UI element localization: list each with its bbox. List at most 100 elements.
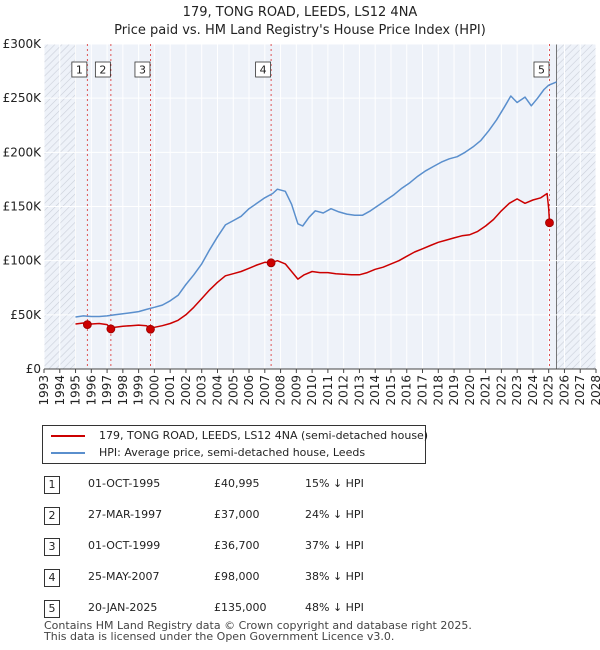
x-tick-label: 2019 [447,375,461,406]
sale-point [146,324,155,334]
sale-label-box [255,61,272,78]
table-row: 2 27-MAR-1997 £37,000 24% ↓ HPI [44,503,404,534]
x-tick-label: 2007 [258,375,272,406]
sale-number-badge: 1 [44,476,60,494]
x-tick-label: 1996 [84,375,98,406]
chart-subtitle: Price paid vs. HM Land Registry's House … [114,23,486,38]
sale-point [545,218,554,228]
sale-label-box [71,61,88,78]
table-row: 4 25-MAY-2007 £98,000 38% ↓ HPI [44,565,404,596]
sale-date: 25-MAY-2007 [88,570,160,583]
x-tick-label: 2010 [305,375,319,406]
sale-date: 01-OCT-1995 [88,477,161,490]
chart-title-block: 179, TONG ROAD, LEEDS, LS12 4NA Price pa… [0,4,600,40]
series-lines [75,81,557,330]
x-tick-label: 2016 [400,375,414,406]
sale-points [82,218,554,334]
sale-label-text: 5 [538,64,545,77]
sale-point [106,324,116,334]
x-tick-label: 1993 [37,375,51,406]
x-tick-label: 2003 [195,375,209,406]
footer-line-2: This data is licensed under the Open Gov… [44,630,395,643]
sale-label-text: 1 [76,64,83,77]
footer-line-1: Contains HM Land Registry data © Crown c… [44,619,472,632]
sale-number-labels: 1 2 3 4 5 [71,61,550,78]
y-tick-label: £0 [26,362,41,376]
sale-label-text: 3 [139,64,146,77]
sale-price: £37,000 [214,508,260,521]
x-tick-label: 1998 [116,375,130,406]
sale-price: £36,700 [214,539,260,552]
x-tick-label: 2000 [147,375,161,406]
sale-hpi-diff: 38% ↓ HPI [305,570,364,583]
y-tick-label: £150K [3,200,43,214]
x-tick-label: 2006 [242,375,256,406]
x-tick-label: 2002 [179,375,193,406]
legend-property-swatch [51,435,85,437]
sale-point [82,320,92,329]
x-tick-label: 2021 [479,375,493,406]
sale-hpi-diff: 37% ↓ HPI [305,539,364,552]
x-tick-label: 2022 [494,375,508,406]
legend: 179, TONG ROAD, LEEDS, LS12 4NA (semi-de… [42,425,428,464]
x-tick-label: 1997 [100,375,114,406]
sale-price: £98,000 [214,570,260,583]
legend-hpi-swatch [51,452,85,454]
y-tick-label: £50K [10,308,42,322]
table-row: 1 01-OCT-1995 £40,995 15% ↓ HPI [44,472,404,503]
legend-hpi-label: HPI: Average price, semi-detached house,… [99,446,366,459]
sale-date: 27-MAR-1997 [88,508,163,521]
table-row: 5 20-JAN-2025 £135,000 48% ↓ HPI [44,596,404,627]
sale-price: £135,000 [214,601,267,614]
x-tick-label: 2020 [463,375,477,406]
x-tick-label: 2005 [226,375,240,406]
price-chart: 1 2 3 4 5 £0 £50K £100K £150K £200K £250K £300K 199… [3,37,600,406]
sale-number-badge: 3 [44,538,60,556]
x-tick-label: 1999 [132,375,146,406]
sale-hpi-diff: 48% ↓ HPI [305,601,364,614]
sale-hpi-diff: 24% ↓ HPI [305,508,364,521]
x-tick-label: 2023 [510,375,524,406]
x-tick-label: 2008 [274,375,288,406]
x-tick-label: 1995 [69,375,83,406]
sale-number-badge: 5 [44,600,60,618]
x-tick-label: 2011 [321,375,335,406]
property-series-line [75,192,554,330]
x-tick-label: 2012 [337,375,351,406]
x-tick-label: 2025 [542,375,556,406]
x-tick-label: 2017 [416,375,430,406]
chart-title: 179, TONG ROAD, LEEDS, LS12 4NA [182,5,418,20]
x-tick-label: 2028 [589,375,600,406]
table-row: 3 01-OCT-1999 £36,700 37% ↓ HPI [44,534,404,565]
x-tick-label: 2027 [573,375,587,406]
y-tick-label: £100K [3,254,43,268]
sale-number-badge: 2 [44,507,60,525]
x-tick-label: 2015 [384,375,398,406]
x-tick-label: 2024 [526,375,540,406]
sale-label-text: 4 [260,64,267,77]
hpi-series-line [75,81,557,318]
legend-item-property: 179, TONG ROAD, LEEDS, LS12 4NA (semi-de… [51,428,428,444]
x-tick-label: 2013 [352,375,366,406]
x-tick-label: 2014 [368,375,382,406]
legend-item-hpi: HPI: Average price, semi-detached house,… [51,445,365,461]
sale-label-box [94,61,111,78]
sale-date: 01-OCT-1999 [88,539,161,552]
sale-point [266,258,276,268]
y-tick-label: £300K [3,37,43,51]
footer-attribution: Contains HM Land Registry data © Crown c… [44,620,472,642]
y-tick-label: £250K [3,91,43,105]
x-tick-label: 2009 [289,375,303,406]
sale-label-text: 2 [99,64,106,77]
legend-property-label: 179, TONG ROAD, LEEDS, LS12 4NA (semi-de… [99,429,429,442]
x-tick-label: 1994 [53,375,67,406]
x-tick-label: 2026 [557,375,571,406]
sale-price: £40,995 [214,477,260,490]
x-tick-label: 2018 [431,375,445,406]
x-tick-label: 2001 [163,375,177,406]
x-tick-label: 2004 [210,375,224,406]
sale-label-box [533,61,550,78]
sale-label-box [134,61,151,78]
sale-hpi-diff: 15% ↓ HPI [305,477,364,490]
